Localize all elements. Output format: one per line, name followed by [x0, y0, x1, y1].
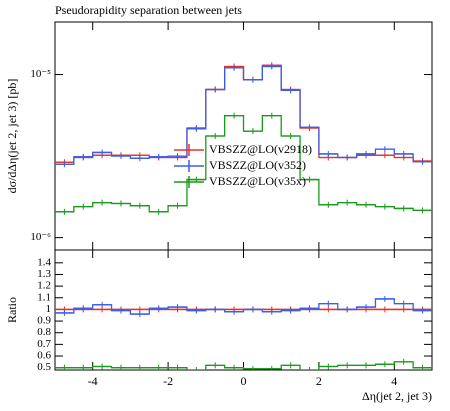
x-tick-label: -2 [163, 374, 173, 388]
x-axis-label: Δη(jet 2, jet 3) [362, 389, 432, 403]
x-tick-label: 0 [241, 374, 247, 388]
y-tick-label: 1.3 [37, 268, 51, 280]
step-line [55, 298, 432, 315]
chart-title: Pseudorapidity separation between jets [55, 3, 242, 17]
series-group [55, 62, 432, 215]
ratio-axis-label: Ratio [5, 297, 19, 323]
x-tick-label: -4 [88, 374, 98, 388]
step-line [55, 361, 432, 370]
y-tick-label: 0.6 [37, 350, 51, 362]
legend-label: VBSZZ@LO(v2918) [209, 142, 312, 156]
legend-label: VBSZZ@LO(v35x) [209, 174, 306, 188]
step-line [55, 114, 432, 213]
y-tick-label: 10⁻⁵ [30, 68, 51, 80]
plot-frame [54, 21, 433, 251]
series-group [55, 295, 432, 370]
y-tick-label: 0.7 [37, 338, 51, 350]
y-tick-label: 0.5 [37, 361, 51, 373]
y-tick-label: 1.1 [37, 291, 51, 303]
y-tick-label: 1 [46, 303, 52, 315]
y-tick-label: 0.9 [37, 315, 51, 327]
legend-label: VBSZZ@LO(v352) [209, 158, 306, 172]
y-tick-label: 1.2 [37, 280, 51, 292]
y-axis-label: dσ/dΔη(jet 2, jet 3) [pb] [5, 79, 19, 194]
x-tick-label: 4 [391, 374, 397, 388]
y-tick-label: 10⁻⁶ [30, 231, 51, 243]
step-line [55, 65, 432, 165]
y-tick-label: 0.8 [37, 326, 51, 338]
y-tick-label: 1.4 [37, 256, 51, 268]
x-tick-label: 2 [316, 374, 322, 388]
